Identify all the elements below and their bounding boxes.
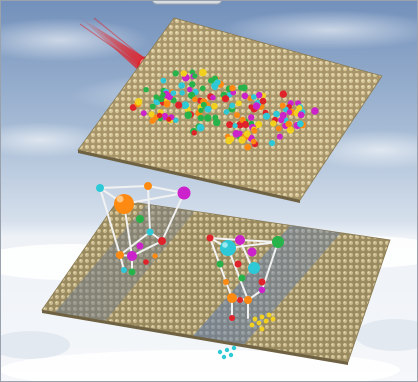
upper-atom bbox=[270, 120, 277, 127]
upper-atom bbox=[156, 112, 163, 119]
yellow-footprint bbox=[249, 312, 276, 332]
upper-atom bbox=[238, 136, 246, 144]
upper-atom bbox=[180, 70, 187, 77]
upper-atom bbox=[173, 117, 179, 123]
upper-atom bbox=[286, 109, 292, 115]
upper-atom bbox=[166, 116, 172, 122]
upper-atom bbox=[149, 118, 155, 124]
upper-atom bbox=[263, 112, 270, 120]
upper-atom bbox=[296, 105, 303, 111]
upper-atom bbox=[196, 123, 205, 132]
upper-atom bbox=[234, 112, 240, 119]
upper-atom bbox=[211, 102, 218, 110]
upper-atom bbox=[200, 101, 207, 108]
upper-atom bbox=[172, 70, 179, 77]
upper-atom bbox=[229, 84, 236, 92]
upper-atom bbox=[251, 127, 258, 134]
upper-atom bbox=[241, 92, 249, 100]
upper-atom bbox=[256, 91, 263, 99]
upper-atom bbox=[199, 68, 207, 77]
upper-atom bbox=[251, 94, 257, 100]
upper-atom bbox=[240, 84, 248, 92]
upper-atom bbox=[225, 136, 233, 145]
upper-atom bbox=[212, 114, 219, 121]
upper-atom bbox=[276, 133, 283, 140]
upper-atom bbox=[148, 111, 155, 118]
upper-atom bbox=[192, 96, 198, 103]
upper-atom bbox=[187, 86, 193, 93]
upper-atom bbox=[252, 102, 261, 110]
upper-atom bbox=[143, 87, 149, 93]
gray-band bbox=[42, 200, 200, 340]
upper-atom bbox=[191, 130, 197, 136]
right-cluster bbox=[206, 234, 284, 321]
upper-atom bbox=[189, 81, 196, 88]
upper-atom bbox=[221, 95, 230, 103]
upper-atom bbox=[135, 98, 143, 106]
upper-atom bbox=[153, 94, 159, 100]
upper-atom bbox=[278, 117, 285, 124]
upper-atom bbox=[232, 123, 238, 129]
upper-atom bbox=[268, 140, 276, 147]
upper-atom bbox=[181, 101, 190, 109]
upper-atom bbox=[255, 120, 263, 128]
upper-atom bbox=[198, 107, 204, 113]
upper-atom bbox=[273, 110, 280, 118]
left-cluster bbox=[96, 182, 191, 276]
upper-atom bbox=[259, 97, 267, 105]
upper-atom bbox=[213, 118, 221, 127]
upper-atom bbox=[297, 120, 304, 128]
upper-atom bbox=[149, 103, 156, 110]
upper-atom bbox=[179, 90, 185, 96]
upper-atom bbox=[250, 138, 257, 145]
cyan-footprint bbox=[217, 345, 237, 360]
upper-atom bbox=[229, 102, 236, 109]
upper-atom bbox=[178, 82, 185, 89]
upper-atom bbox=[237, 130, 243, 137]
upper-atom bbox=[286, 126, 294, 134]
upper-atom bbox=[235, 100, 242, 107]
upper-atom bbox=[170, 97, 177, 104]
upper-atom bbox=[243, 130, 251, 138]
upper-atom bbox=[204, 105, 212, 113]
upper-atom bbox=[189, 69, 195, 75]
upper-atom bbox=[175, 101, 183, 109]
upper-atom bbox=[129, 104, 137, 111]
upper-atom bbox=[276, 125, 282, 132]
upper-atom bbox=[226, 121, 234, 129]
upper-atom bbox=[297, 111, 305, 119]
blue-band bbox=[185, 220, 345, 355]
upper-atom bbox=[223, 109, 230, 115]
upper-atom bbox=[211, 81, 219, 90]
upper-atom bbox=[279, 90, 287, 98]
upper-atom bbox=[208, 77, 215, 84]
upper-atom bbox=[197, 114, 204, 122]
upper-atom bbox=[157, 95, 165, 103]
upper-atom bbox=[242, 120, 250, 129]
upper-atom bbox=[192, 73, 198, 79]
upper-atom bbox=[210, 94, 216, 101]
upper-atom bbox=[170, 90, 177, 96]
upper-atom bbox=[204, 114, 212, 122]
upper-atom-cloud bbox=[129, 68, 319, 151]
upper-atom bbox=[279, 102, 286, 109]
upper-atom bbox=[311, 107, 319, 115]
upper-atom bbox=[140, 110, 147, 117]
upper-atom bbox=[244, 143, 251, 151]
upper-atom bbox=[184, 111, 193, 119]
upper-atom bbox=[285, 120, 292, 128]
upper-atom bbox=[160, 77, 167, 84]
upper-atom bbox=[163, 100, 171, 108]
upper-atom bbox=[200, 85, 206, 92]
upper-atom bbox=[248, 114, 255, 121]
